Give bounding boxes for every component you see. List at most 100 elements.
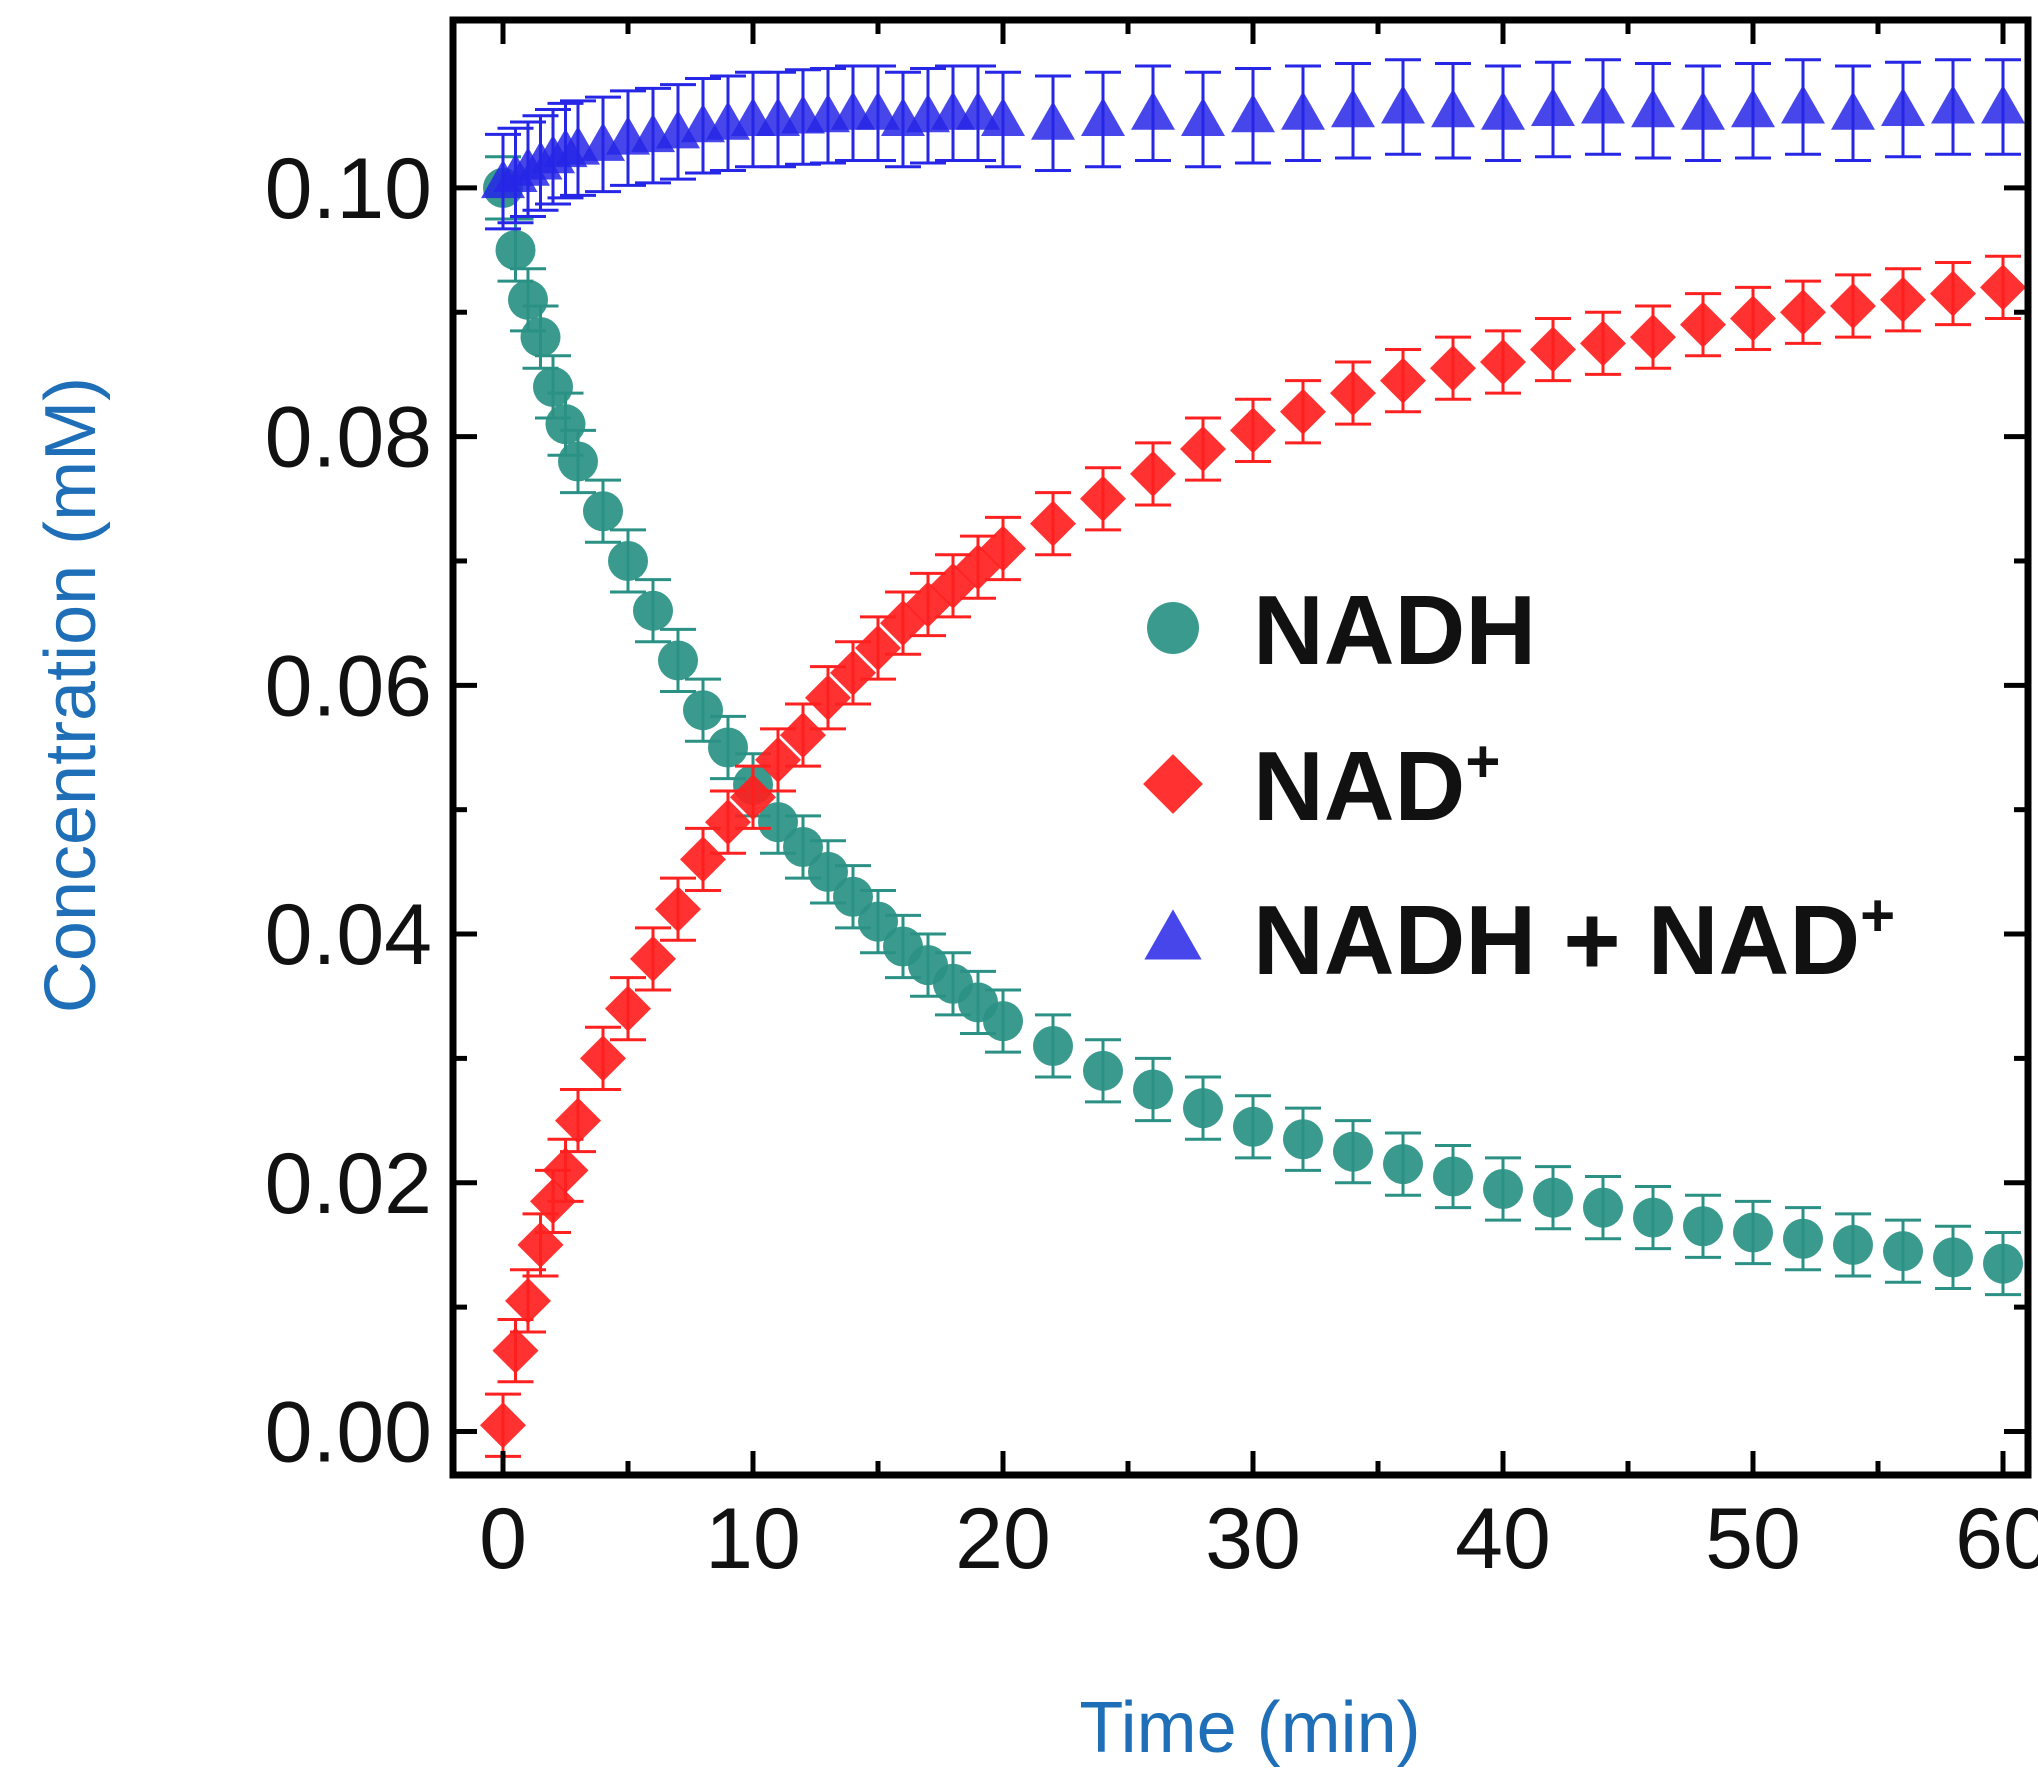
data-point	[1480, 338, 1526, 385]
data-point	[1533, 1177, 1573, 1218]
x-tick-label: 10	[705, 1491, 801, 1587]
data-point	[1581, 85, 1625, 124]
x-tick-label: 40	[1455, 1491, 1551, 1587]
plot-markers	[480, 58, 2026, 1458]
data-point	[1980, 264, 2026, 311]
data-point	[1931, 85, 1975, 124]
x-tick-label: 20	[955, 1491, 1051, 1587]
data-point	[1731, 88, 1775, 128]
data-point	[1233, 1106, 1273, 1147]
data-point	[730, 774, 776, 821]
data-point	[956, 91, 1000, 130]
data-point	[1430, 345, 1476, 392]
data-point	[495, 230, 536, 271]
x-tick-label: 60	[1955, 1491, 2038, 1587]
data-point	[492, 1327, 539, 1374]
data-point	[1733, 1212, 1773, 1253]
data-point	[1130, 450, 1176, 497]
data-point	[1880, 276, 1926, 323]
axis-ticks	[453, 20, 2028, 1475]
data-point	[1680, 301, 1726, 348]
data-point	[1481, 91, 1525, 130]
data-point	[583, 491, 623, 532]
legend-marker-nadh	[1147, 602, 1199, 654]
data-point	[1580, 320, 1626, 367]
data-point	[533, 366, 573, 407]
data-point	[1381, 85, 1425, 124]
data-point	[1983, 1243, 2023, 1284]
data-point	[780, 712, 826, 759]
data-point	[1131, 91, 1175, 130]
x-tick-label: 50	[1705, 1491, 1801, 1587]
legend-label-nadh: NADH	[1253, 575, 1536, 685]
data-point	[708, 727, 748, 768]
data-point	[1431, 88, 1475, 128]
data-point	[1181, 97, 1225, 136]
data-point	[858, 901, 898, 942]
data-point	[1730, 295, 1776, 342]
data-point	[755, 736, 801, 783]
data-point	[1833, 1224, 1873, 1265]
data-point	[1380, 357, 1426, 404]
y-tick-label: 0.08	[265, 390, 432, 486]
data-point	[1531, 87, 1575, 127]
series-nad	[480, 254, 2026, 1458]
y-tick-label: 0.00	[265, 1384, 432, 1480]
x-axis-title: Time (min)	[1079, 1688, 1420, 1767]
data-point	[1031, 101, 1075, 140]
data-point	[1483, 1168, 1523, 1209]
data-point	[1780, 289, 1826, 336]
data-point	[505, 1277, 551, 1324]
y-tick-label: 0.06	[265, 638, 432, 734]
data-point	[1080, 475, 1126, 522]
legend-superscript: +	[1860, 882, 1895, 949]
data-point	[633, 590, 673, 631]
series-nadh	[483, 155, 2023, 1297]
data-point	[1781, 85, 1825, 124]
data-point	[605, 985, 651, 1032]
data-point	[1630, 314, 1676, 361]
data-point	[1681, 91, 1725, 130]
data-point	[1231, 93, 1275, 133]
data-point	[1530, 326, 1576, 373]
data-point	[683, 690, 723, 731]
legend: NADH NAD+ NADH + NAD+	[1143, 575, 1895, 995]
data-point	[830, 649, 876, 696]
data-point	[1081, 97, 1125, 136]
data-point	[1933, 1237, 1973, 1278]
data-point	[980, 525, 1026, 572]
data-point	[520, 317, 561, 358]
data-point	[1180, 426, 1226, 473]
data-point	[1083, 1050, 1123, 1091]
data-point	[555, 1097, 601, 1144]
data-point	[680, 836, 726, 883]
legend-marker-nadh-nad	[1144, 909, 1202, 960]
data-point	[480, 1402, 526, 1449]
data-point	[1881, 87, 1925, 127]
data-point	[545, 404, 586, 445]
x-tick-label: 30	[1205, 1491, 1301, 1587]
data-point	[808, 851, 848, 892]
data-point	[981, 97, 1025, 136]
data-point	[1433, 1156, 1473, 1197]
data-point	[1631, 88, 1675, 128]
data-point	[1183, 1088, 1223, 1129]
data-point	[1280, 388, 1326, 435]
legend-marker-nad	[1143, 754, 1203, 814]
data-point	[1831, 91, 1875, 130]
data-point	[542, 1147, 589, 1194]
data-point	[1683, 1206, 1723, 1247]
data-point	[1133, 1069, 1173, 1110]
data-point	[1330, 370, 1376, 417]
data-point	[805, 674, 851, 721]
y-tick-label: 0.02	[265, 1136, 432, 1232]
data-point	[1230, 407, 1276, 454]
data-point	[1783, 1218, 1823, 1259]
data-point	[855, 625, 901, 672]
legend-label-nad: NAD+	[1253, 728, 1500, 841]
data-point	[558, 441, 598, 482]
data-point	[1583, 1187, 1623, 1228]
data-point	[658, 640, 698, 681]
data-point	[705, 799, 751, 846]
